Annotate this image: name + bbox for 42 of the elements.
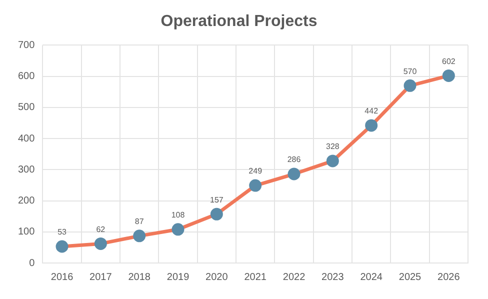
- point: [288, 168, 300, 180]
- data-label: 286: [287, 155, 302, 164]
- data-label: 328: [326, 142, 340, 152]
- data-label: 108: [171, 210, 186, 220]
- y-tick-label: 200: [18, 196, 36, 207]
- y-tick-label: 600: [18, 71, 36, 82]
- y-tick-label: 500: [18, 102, 36, 114]
- point: [94, 237, 107, 250]
- x-tick-label: 2016: [50, 272, 74, 283]
- data-label: 53: [58, 228, 68, 237]
- x-tick-label: 2026: [438, 272, 460, 283]
- point: [210, 208, 223, 220]
- y-tick-label: 400: [18, 133, 36, 144]
- x-tick-label: 2023: [322, 272, 344, 283]
- x-tick-label: 2018: [128, 272, 151, 283]
- point: [365, 119, 378, 132]
- x-tick-label: 2017: [90, 272, 112, 283]
- x-tick-label: 2020: [206, 272, 228, 283]
- x-tick-label: 2025: [398, 272, 422, 283]
- y-tick-label: 700: [18, 40, 36, 51]
- data-label: 157: [210, 195, 224, 204]
- data-label: 570: [403, 66, 418, 76]
- point: [249, 179, 262, 192]
- data-label: 602: [442, 56, 456, 66]
- x-tick-label: 2024: [360, 272, 383, 283]
- point: [404, 79, 416, 92]
- point: [56, 240, 68, 253]
- x-tick-label: 2019: [166, 272, 190, 283]
- point: [172, 223, 184, 236]
- data-label: 87: [134, 217, 144, 226]
- data-label: 249: [248, 166, 263, 176]
- chart-title: Operational Projects: [160, 13, 318, 30]
- y-tick-label: 100: [18, 226, 36, 238]
- x-tick-label: 2021: [244, 272, 267, 283]
- y-tick-label: 300: [18, 164, 36, 176]
- data-label: 442: [364, 106, 379, 116]
- y-tick-label: 0: [29, 258, 36, 269]
- point: [442, 69, 455, 82]
- data-label: 62: [96, 224, 106, 234]
- point: [326, 154, 339, 168]
- point: [133, 230, 146, 242]
- x-tick-label: 2022: [282, 272, 306, 283]
